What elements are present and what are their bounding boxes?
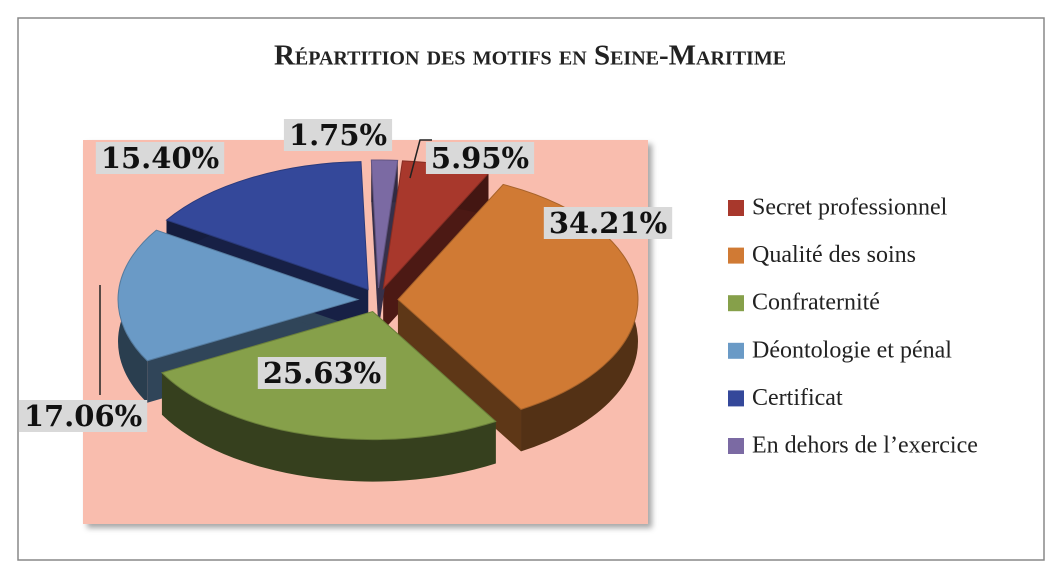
legend-swatch	[728, 342, 744, 359]
data-label: 25.63%	[263, 356, 381, 390]
legend-swatch	[728, 295, 744, 312]
legend-label: Confraternité	[752, 290, 880, 316]
slice	[165, 161, 369, 291]
data-label-box	[543, 207, 673, 239]
slice	[370, 159, 399, 289]
data-label-box	[257, 357, 387, 389]
slice	[117, 229, 360, 362]
legend-swatch	[728, 438, 744, 454]
data-label-box	[425, 142, 535, 174]
legend-label: Déontologie et pénal	[752, 337, 952, 363]
legend-label: Certificat	[752, 385, 843, 411]
data-labels: 5.95% 34.21% 25.63% 17.06% 15.40% 1.75%	[18, 118, 673, 433]
legend-swatch	[728, 390, 744, 407]
data-label: 17.06%	[24, 399, 142, 433]
legend-swatch	[728, 200, 744, 216]
slice-edge	[397, 299, 522, 452]
data-label-box	[18, 400, 148, 432]
data-label: 34.21%	[549, 206, 667, 240]
data-label: 5.95%	[431, 141, 529, 175]
legend-label: Qualité des soins	[752, 242, 916, 268]
slice-side	[161, 372, 496, 482]
slice	[397, 183, 639, 410]
data-label: 1.75%	[289, 118, 387, 152]
data-label-box	[283, 119, 393, 151]
slice-edge	[371, 160, 379, 331]
legend-label: Secret professionnel	[752, 195, 948, 221]
data-label: 15.40%	[101, 141, 219, 175]
data-label-box	[95, 142, 225, 174]
leader-line	[409, 139, 432, 179]
legend-label: En dehors de l’exercice	[752, 433, 978, 459]
legend: Secret professionnel Qualité des soins Con…	[728, 195, 978, 459]
legend-swatch	[728, 247, 744, 264]
chart-title: Répartition des motifs en Seine-Maritime	[274, 40, 786, 72]
